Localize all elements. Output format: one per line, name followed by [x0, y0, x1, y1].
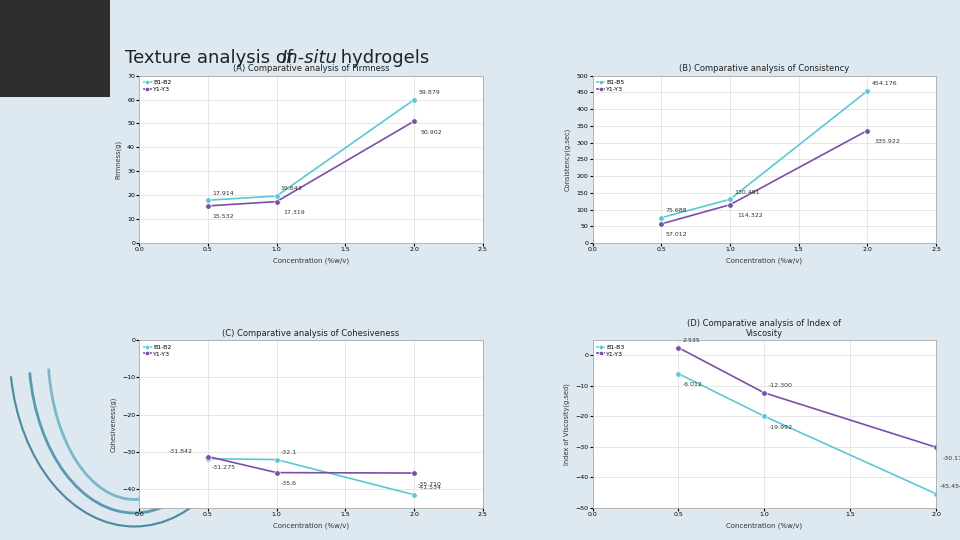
B1-B2 [408, 491, 420, 498]
Line: B1-B5: B1-B5 [659, 88, 870, 220]
Text: 454.176: 454.176 [872, 82, 897, 86]
Legend: B1-B2, Y1-Y3: B1-B2, Y1-Y3 [142, 79, 173, 93]
Line: B1-B2: B1-B2 [205, 456, 417, 497]
Text: -6.012: -6.012 [683, 382, 703, 387]
Text: In-situ: In-situ [281, 49, 337, 66]
Line: Y1-Y3: Y1-Y3 [676, 345, 939, 450]
Text: -30.175: -30.175 [943, 456, 960, 461]
B1-B3 [930, 490, 942, 497]
Y1-Y3 [656, 221, 667, 227]
B1-B5 [724, 196, 735, 202]
Y-axis label: Index of Viscosity(g.sed): Index of Viscosity(g.sed) [564, 383, 569, 465]
Legend: B1-B2, Y1-Y3: B1-B2, Y1-Y3 [142, 343, 173, 358]
B1-B2 [271, 193, 282, 199]
Text: 17.914: 17.914 [212, 191, 234, 195]
Text: -31.842: -31.842 [169, 449, 193, 454]
Text: 130.491: 130.491 [734, 190, 759, 195]
Text: -35.710: -35.710 [419, 482, 442, 487]
Text: Texture analysis of: Texture analysis of [125, 49, 299, 66]
Y1-Y3 [673, 345, 684, 351]
B1-B2 [203, 455, 214, 462]
B1-B2 [203, 197, 214, 204]
Text: 50.902: 50.902 [420, 130, 443, 135]
B1-B2 [271, 456, 282, 463]
Line: Y1-Y3: Y1-Y3 [205, 454, 417, 476]
FancyBboxPatch shape [0, 0, 110, 97]
Text: 59.879: 59.879 [419, 90, 440, 95]
Legend: B1-B3, Y1-Y3: B1-B3, Y1-Y3 [595, 343, 626, 358]
Title: (A) Comparative analysis of Firmness: (A) Comparative analysis of Firmness [232, 64, 389, 73]
B1-B5 [656, 214, 667, 221]
B1-B3 [758, 413, 770, 420]
Text: -45.454: -45.454 [940, 484, 960, 489]
Y1-Y3 [861, 127, 873, 134]
Y1-Y3 [930, 444, 942, 450]
Text: -19.992: -19.992 [768, 425, 793, 430]
Y1-Y3 [724, 201, 735, 208]
Text: 15.532: 15.532 [212, 214, 233, 219]
Y1-Y3 [408, 118, 420, 125]
Line: B1-B2: B1-B2 [205, 97, 417, 203]
Line: Y1-Y3: Y1-Y3 [659, 128, 870, 227]
Line: B1-B3: B1-B3 [676, 371, 939, 497]
Y1-Y3 [203, 453, 214, 460]
X-axis label: Concentration (%w/v): Concentration (%w/v) [273, 522, 349, 529]
Text: 57.012: 57.012 [665, 232, 687, 238]
Y1-Y3 [408, 470, 420, 476]
B1-B5 [861, 87, 873, 94]
Title: (C) Comparative analysis of Cohesiveness: (C) Comparative analysis of Cohesiveness [223, 329, 399, 338]
Text: 19.643: 19.643 [280, 186, 302, 192]
Y1-Y3 [271, 469, 282, 476]
Text: -41.534: -41.534 [419, 485, 443, 490]
Text: -31.275: -31.275 [212, 465, 236, 470]
B1-B2 [408, 97, 420, 103]
Line: Y1-Y3: Y1-Y3 [205, 118, 417, 208]
Y1-Y3 [271, 198, 282, 205]
Text: hydrogels: hydrogels [335, 49, 429, 66]
X-axis label: Concentration (%w/v): Concentration (%w/v) [273, 258, 349, 264]
Legend: B1-B5, Y1-Y3: B1-B5, Y1-Y3 [595, 79, 626, 93]
Text: -32.1: -32.1 [280, 450, 297, 455]
Text: -12.300: -12.300 [768, 383, 792, 388]
Text: 335.922: 335.922 [875, 139, 900, 144]
Y-axis label: Consistency(g.sec): Consistency(g.sec) [564, 127, 571, 191]
X-axis label: Concentration (%w/v): Concentration (%w/v) [726, 258, 803, 264]
Y-axis label: Cohesiveness(g): Cohesiveness(g) [109, 396, 116, 451]
Y1-Y3 [758, 389, 770, 396]
Text: -35.6: -35.6 [280, 481, 297, 486]
Y-axis label: Firmness(g): Firmness(g) [115, 140, 122, 179]
X-axis label: Concentration (%w/v): Concentration (%w/v) [726, 522, 803, 529]
Text: 2.535: 2.535 [683, 338, 701, 343]
Text: 114.322: 114.322 [737, 213, 762, 218]
B1-B3 [673, 370, 684, 377]
Title: (D) Comparative analysis of Index of
Viscosity: (D) Comparative analysis of Index of Vis… [687, 319, 841, 338]
Y1-Y3 [203, 202, 214, 209]
Title: (B) Comparative analysis of Consistency: (B) Comparative analysis of Consistency [679, 64, 850, 73]
Text: 75.688: 75.688 [665, 208, 687, 213]
Text: 17.319: 17.319 [283, 210, 305, 215]
